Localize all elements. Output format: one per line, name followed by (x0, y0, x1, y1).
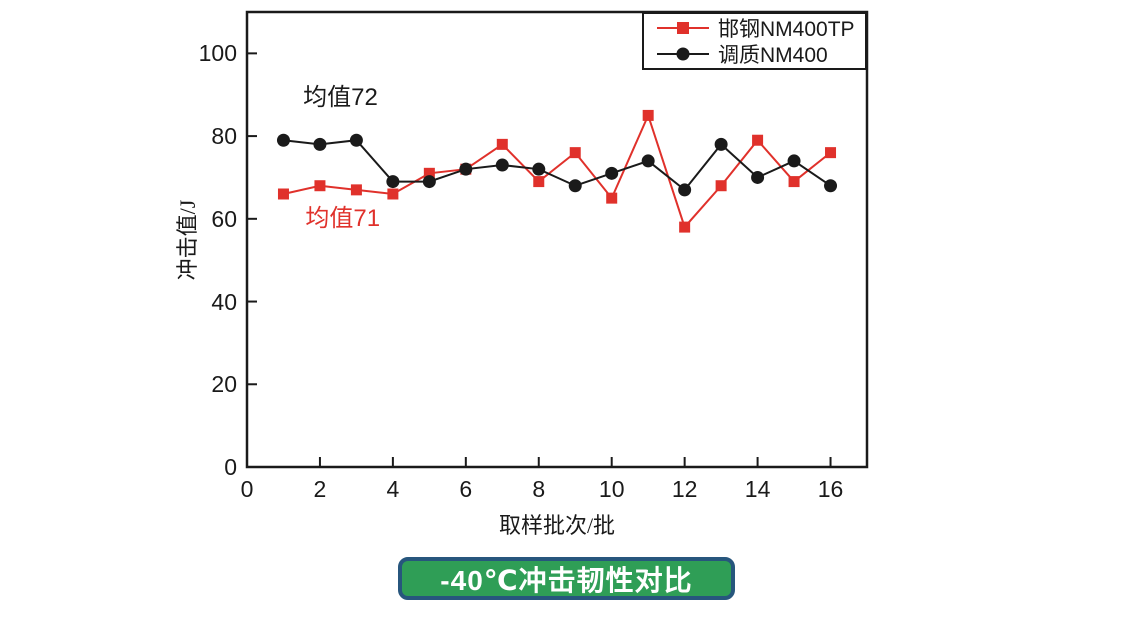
data-point-circle (641, 154, 655, 168)
data-point-square (314, 180, 326, 192)
series-line-0 (283, 112, 832, 230)
data-point-circle (276, 133, 290, 147)
data-point-square (715, 180, 727, 192)
data-point-circle (605, 166, 619, 180)
data-point-circle (568, 179, 582, 193)
data-point-square (277, 188, 289, 200)
data-point-circle (787, 154, 801, 168)
data-point-square (825, 147, 837, 159)
data-point-circle (349, 133, 363, 147)
data-point-square (350, 184, 362, 196)
data-point-circle (714, 137, 728, 151)
plot-frame (245, 10, 869, 469)
data-point-square (752, 134, 764, 146)
data-point-square (606, 192, 618, 204)
data-point-circle (751, 170, 765, 184)
data-point-square (642, 109, 654, 121)
data-point-square (423, 167, 435, 179)
data-point-circle (532, 162, 546, 176)
data-point-square (496, 138, 508, 150)
data-point-circle (678, 183, 692, 197)
data-point-square (387, 188, 399, 200)
data-point-circle (422, 175, 436, 189)
data-point-square (533, 176, 545, 188)
data-point-square (569, 147, 581, 159)
data-point-circle (459, 162, 473, 176)
data-point-circle (495, 158, 509, 172)
data-point-square (679, 221, 691, 233)
data-point-circle (824, 179, 838, 193)
series-line-1 (283, 139, 832, 192)
data-point-circle (386, 175, 400, 189)
data-point-square (788, 176, 800, 188)
data-point-circle (313, 137, 327, 151)
